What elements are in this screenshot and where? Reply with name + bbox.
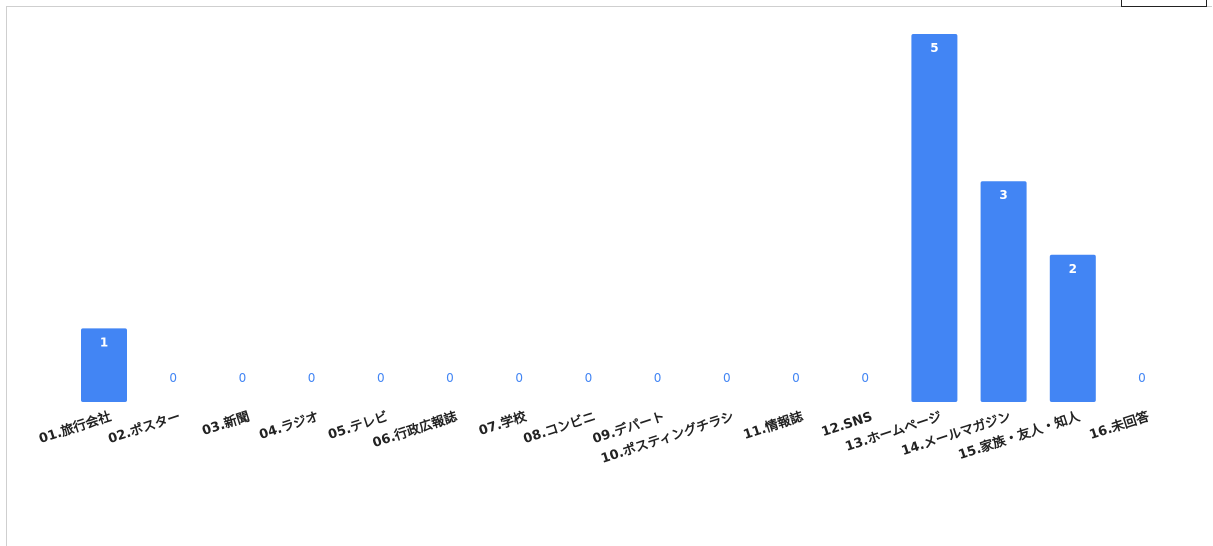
bars-group — [81, 34, 1096, 402]
x-tick-label: 01.旅行会社 — [37, 409, 113, 447]
data-label: 0 — [169, 371, 177, 385]
bar[interactable] — [1049, 254, 1096, 402]
data-label: 0 — [723, 371, 731, 385]
data-label: 0 — [377, 371, 385, 385]
data-label: 0 — [515, 371, 523, 385]
data-label: 0 — [239, 371, 247, 385]
x-tick-label: 11.情報誌 — [741, 409, 805, 443]
x-tick-label: 08.コンビニ — [521, 409, 597, 447]
bar[interactable] — [81, 328, 127, 402]
data-label: 3 — [999, 188, 1007, 202]
x-tick-label: 04.ラジオ — [257, 410, 320, 443]
bar[interactable] — [980, 181, 1027, 402]
bar[interactable] — [911, 34, 958, 402]
x-tick-label: 16.未回答 — [1087, 408, 1152, 443]
x-tick-label: 02.ポスター — [106, 409, 182, 447]
data-label: 5 — [930, 41, 938, 55]
data-label: 2 — [1069, 262, 1077, 276]
data-label: 0 — [792, 371, 800, 385]
data-label: 0 — [585, 371, 593, 385]
value-labels-group: 1 0 0 0 0 0 0 0 0 0 0 0 5 3 2 0 — [100, 41, 1146, 385]
corner-control[interactable] — [1121, 0, 1207, 7]
data-label: 0 — [446, 371, 454, 385]
data-label: 0 — [1138, 371, 1146, 385]
data-label: 1 — [100, 335, 108, 349]
data-label: 0 — [308, 371, 316, 385]
x-tick-label: 03.新聞 — [200, 409, 252, 439]
data-label: 0 — [861, 371, 869, 385]
chart-frame — [6, 6, 1212, 546]
data-label: 0 — [654, 371, 662, 385]
